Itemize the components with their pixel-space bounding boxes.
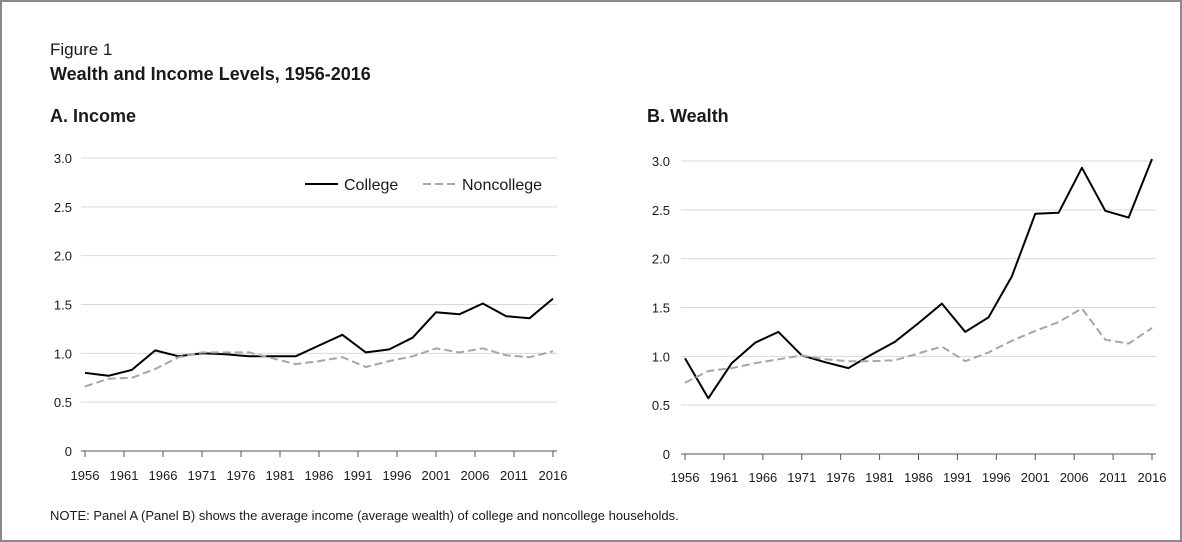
- y-tick-label: 1.5: [652, 301, 670, 316]
- x-tick-label: 1961: [709, 470, 738, 485]
- x-tick-label: 1971: [188, 468, 217, 483]
- y-tick-label: 3.0: [652, 154, 670, 169]
- x-tick-label: 2006: [1060, 470, 1089, 485]
- y-tick-label: 0.5: [652, 398, 670, 413]
- income-chart: 0 0.5 1.0 1.5 2.0 2.5 3.0 1956 1961 1966 1971 1976 1…: [54, 151, 568, 483]
- y-tick-label: 2.5: [54, 200, 72, 215]
- y-tick-label: 1.5: [54, 298, 72, 313]
- x-tick-label: 1981: [865, 470, 894, 485]
- panel-a-title: A. Income: [50, 106, 137, 126]
- x-tick-label: 2001: [1021, 470, 1050, 485]
- noncollege-line-income: [84, 347, 554, 388]
- y-tick-label: 2.0: [54, 249, 72, 264]
- x-tick-label: 1971: [787, 470, 816, 485]
- y-tick-label: 1.0: [54, 346, 72, 361]
- figure-title: Wealth and Income Levels, 1956-2016: [50, 64, 371, 84]
- x-tick-label: 1976: [227, 468, 256, 483]
- x-tick-label: 2001: [422, 468, 451, 483]
- x-tick-label: 1996: [982, 470, 1011, 485]
- x-tick-label: 1961: [110, 468, 139, 483]
- y-tick-label: 0.5: [54, 395, 72, 410]
- figure-note: NOTE: Panel A (Panel B) shows the averag…: [50, 508, 679, 523]
- noncollege-line-wealth: [684, 307, 1153, 384]
- x-tick-label: 1991: [344, 468, 373, 483]
- x-tick-label: 2011: [500, 468, 528, 483]
- y-tick-label: 0: [65, 444, 72, 459]
- college-line-income: [84, 297, 554, 377]
- x-tick-label: 2011: [1099, 470, 1127, 485]
- y-tick-label: 3.0: [54, 151, 72, 166]
- x-tick-label: 1986: [904, 470, 933, 485]
- wealth-chart: 0 0.5 1.0 1.5 2.0 2.5 3.0 1956 1961 1966 1971 1976 1…: [652, 154, 1167, 485]
- x-tick-label: 2006: [461, 468, 490, 483]
- y-tick-label: 2.0: [652, 252, 670, 267]
- legend-label: College: [344, 177, 398, 194]
- x-tick-label: 1956: [71, 468, 100, 483]
- x-tick-label: 1956: [671, 470, 700, 485]
- x-tick-label: 2016: [1138, 470, 1167, 485]
- x-tick-label: 1966: [149, 468, 178, 483]
- x-tick-label: 1991: [943, 470, 972, 485]
- x-tick-label: 1976: [826, 470, 855, 485]
- y-tick-label: 1.0: [652, 349, 670, 364]
- x-tick-label: 2016: [539, 468, 568, 483]
- x-tick-label: 1981: [266, 468, 295, 483]
- y-tick-label: 2.5: [652, 203, 670, 218]
- x-tick-label: 1986: [305, 468, 334, 483]
- y-tick-label: 0: [663, 447, 670, 462]
- x-tick-label: 1996: [383, 468, 412, 483]
- panel-b-title: B. Wealth: [647, 106, 729, 126]
- figure-label: Figure 1: [50, 40, 113, 59]
- x-tick-label: 1966: [748, 470, 777, 485]
- legend-label: Noncollege: [462, 177, 542, 194]
- college-line-wealth: [684, 158, 1153, 400]
